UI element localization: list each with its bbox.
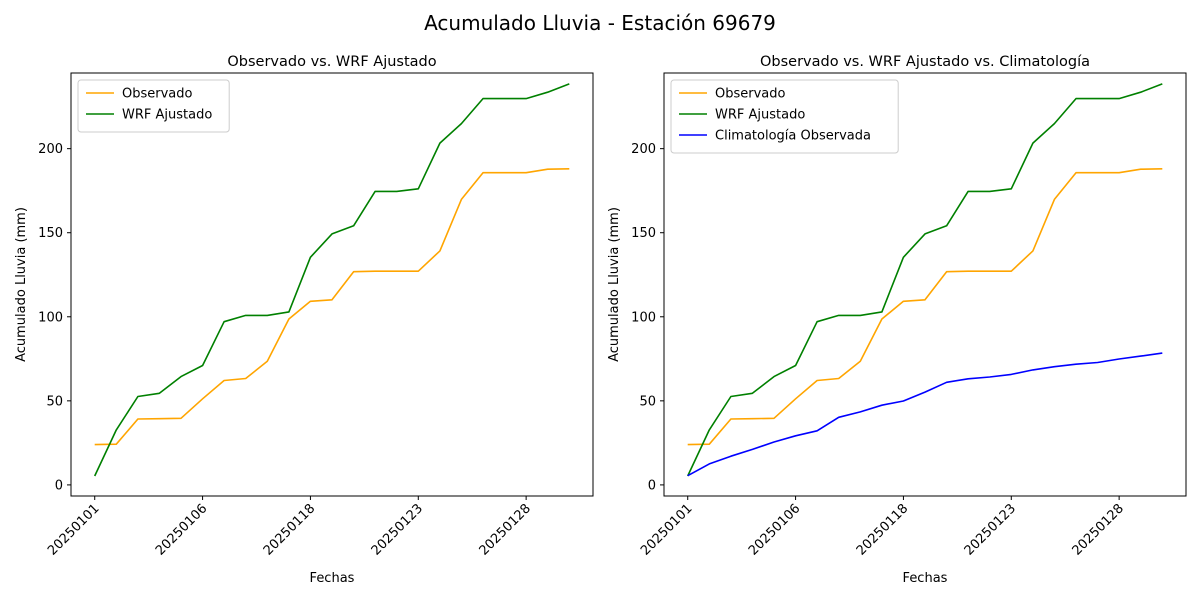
y-tick-label: 100: [631, 310, 656, 325]
chart-title: Observado vs. WRF Ajustado: [227, 54, 436, 70]
x-axis-label: Fechas: [310, 571, 355, 586]
series-line-climatolog-a-observada: [687, 352, 1163, 477]
legend-entry: Observado: [715, 87, 786, 102]
y-tick-label: 0: [55, 478, 63, 493]
x-tick-label: 20250118: [261, 501, 318, 558]
y-tick-label: 200: [38, 142, 63, 157]
y-tick-label: 150: [38, 226, 63, 241]
series-line-wrf-ajustado: [686, 83, 1163, 477]
x-tick-label: 20250128: [1070, 501, 1127, 558]
x-tick-label: 20250123: [962, 501, 1019, 558]
legend-entry: Climatología Observada: [715, 129, 871, 144]
chart-title: Observado vs. WRF Ajustado vs. Climatolo…: [760, 54, 1090, 70]
legend-box: [77, 79, 230, 133]
series-line-observado: [687, 168, 1163, 446]
chart-panel-left: Observado vs. WRF Ajustado 0 50 100 150 200 20…: [14, 54, 594, 586]
y-tick-label: 0: [648, 478, 656, 493]
plot-frame: [663, 72, 1187, 497]
chart-panel-right: Observado vs. WRF Ajustado vs. Climatolo…: [607, 54, 1187, 586]
legend: Observado WRF Ajustado: [77, 79, 230, 133]
x-tick-label: 20250118: [854, 501, 911, 558]
y-axis-label: Acumulado Lluvia (mm): [607, 207, 622, 362]
figure-suptitle: Acumulado Lluvia - Estación 69679: [424, 11, 776, 35]
y-tick-label: 150: [631, 226, 656, 241]
y-tick-label: 100: [38, 310, 63, 325]
y-tick-label: 200: [631, 142, 656, 157]
series-line-observado: [94, 168, 570, 446]
legend-entry: WRF Ajustado: [122, 108, 212, 123]
legend-entry: Observado: [122, 87, 193, 102]
x-tick-label: 20250128: [477, 501, 534, 558]
x-tick-label: 20250123: [369, 501, 426, 558]
x-tick-label: 20250106: [746, 501, 803, 558]
x-axis-label: Fechas: [903, 571, 948, 586]
y-tick-label: 50: [639, 394, 656, 409]
legend-box: [670, 79, 899, 154]
x-tick-label: 20250101: [45, 501, 102, 558]
y-tick-label: 50: [46, 394, 63, 409]
y-axis-label: Acumulado Lluvia (mm): [14, 207, 29, 362]
legend-entry: WRF Ajustado: [715, 108, 805, 123]
plot-frame: [70, 72, 594, 497]
series-line-wrf-ajustado: [93, 83, 570, 477]
x-tick-label: 20250101: [638, 501, 695, 558]
legend: Observado WRF Ajustado Climatología Observ…: [670, 79, 899, 154]
x-tick-label: 20250106: [153, 501, 210, 558]
